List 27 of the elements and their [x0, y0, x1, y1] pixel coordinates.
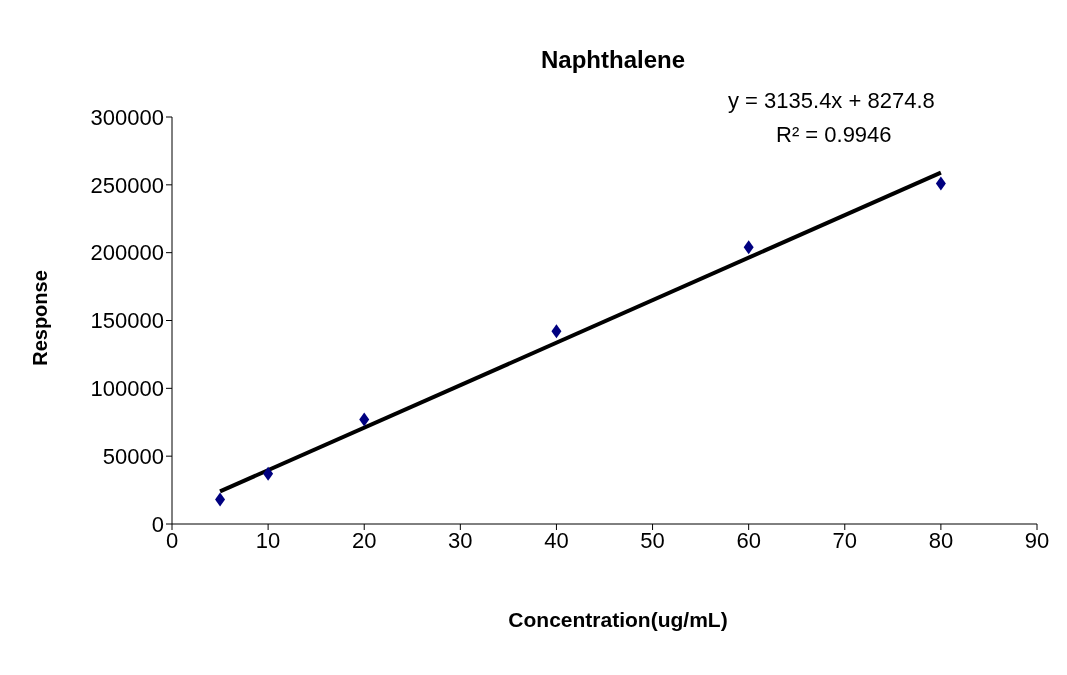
- x-tick-label: 60: [736, 527, 761, 553]
- y-tick-label: 0: [151, 511, 164, 537]
- chart-title: Naphthalene: [540, 46, 686, 74]
- y-tick-label: 250000: [90, 172, 164, 198]
- point: [743, 240, 754, 255]
- point: [551, 324, 562, 339]
- text: y = 3135.4x + 8274.8: [728, 88, 935, 114]
- x-tick-label: 40: [544, 527, 569, 553]
- annotation: R² = 0.9946: [776, 122, 892, 148]
- x-axis-title: Concentration(ug/mL): [507, 608, 729, 632]
- x-tick-label: 50: [640, 527, 665, 553]
- y-tick-label: 200000: [90, 240, 164, 266]
- x-tick-label: 10: [255, 527, 281, 553]
- y-tick-label: 100000: [90, 376, 164, 402]
- x-tick-label: 80: [928, 527, 954, 553]
- x-tick-label: 30: [448, 527, 473, 553]
- point: [263, 466, 274, 481]
- y-tick-label: 50000: [102, 443, 164, 469]
- y-tick-label: 150000: [90, 308, 164, 334]
- y-axis-title: Response: [28, 270, 52, 366]
- point: [935, 176, 946, 191]
- point: [359, 412, 370, 427]
- x-tick-label: 70: [832, 527, 858, 553]
- x-tick-label: 90: [1024, 527, 1050, 553]
- x-tick-label: 20: [351, 527, 377, 553]
- point: [215, 492, 226, 507]
- y-tick-label: 300000: [90, 104, 164, 130]
